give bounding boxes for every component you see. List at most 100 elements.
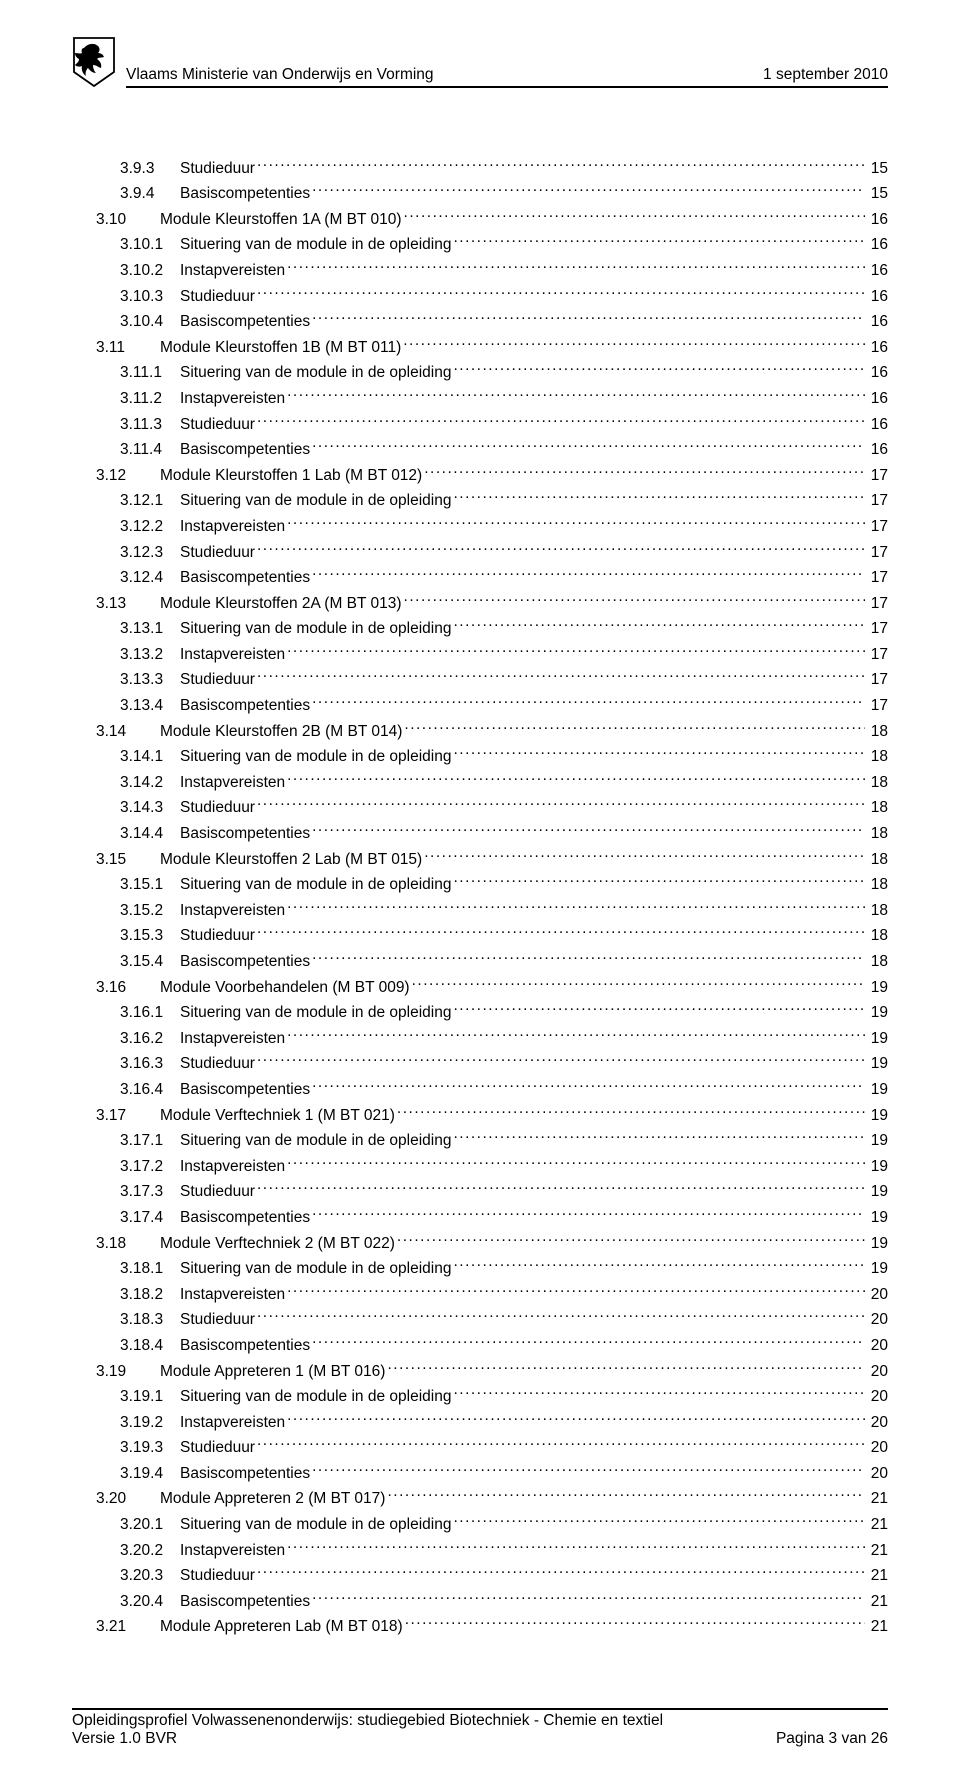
footer-title: Opleidingsprofiel Volwassenenonderwijs: …: [72, 1712, 888, 1730]
toc-number: 3.11.4: [120, 439, 180, 461]
toc-page-number: 17: [867, 669, 888, 691]
toc-number: 3.20.3: [120, 1565, 180, 1587]
toc-title: Instapvereisten: [180, 1412, 285, 1434]
toc-number: 3.15.2: [120, 900, 180, 922]
toc-entry: 3.11.3Studieduur16: [72, 410, 888, 436]
toc-entry: 3.19Module Appreteren 1 (M BT 016) 20: [72, 1357, 888, 1383]
toc-entry: 3.15Module Kleurstoffen 2 Lab (M BT 015)…: [72, 845, 888, 871]
footer-row-2: Versie 1.0 BVR Pagina 3 van 26: [72, 1730, 888, 1748]
toc-title: Situering van de module in de opleiding: [180, 234, 451, 256]
toc-page-number: 18: [867, 951, 888, 973]
toc-leader-dots: [287, 1024, 865, 1043]
toc-title: Basiscompetenties: [180, 1335, 310, 1357]
toc-page-number: 19: [867, 1233, 888, 1255]
toc-title: Module Appreteren 1 (M BT 016): [160, 1361, 385, 1383]
toc-entry: 3.20.1Situering van de module in de ople…: [72, 1510, 888, 1536]
toc-page-number: 20: [867, 1463, 888, 1485]
toc-page-number: 16: [867, 234, 888, 256]
toc-title: Studieduur: [180, 158, 255, 180]
toc-number: 3.20.2: [120, 1540, 180, 1562]
toc-entry: 3.11.4Basiscompetenties16: [72, 436, 888, 462]
toc-page-number: 17: [867, 618, 888, 640]
toc-entry: 3.18.1Situering van de module in de ople…: [72, 1255, 888, 1281]
toc-title: Basiscompetenties: [180, 823, 310, 845]
toc-entry: 3.18.4Basiscompetenties20: [72, 1331, 888, 1357]
toc-entry: 3.17.4Basiscompetenties19: [72, 1203, 888, 1229]
toc-entry: 3.19.3Studieduur20: [72, 1434, 888, 1460]
toc-number: 3.13.2: [120, 644, 180, 666]
toc-page-number: 20: [867, 1361, 888, 1383]
toc-page-number: 16: [867, 362, 888, 384]
toc-leader-dots: [287, 1408, 865, 1427]
toc-number: 3.20: [96, 1488, 160, 1510]
toc-leader-dots: [257, 794, 865, 813]
toc-page-number: 16: [867, 260, 888, 282]
toc-leader-dots: [287, 1152, 865, 1171]
toc-leader-dots: [403, 333, 865, 352]
toc-entry: 3.12.1Situering van de module in de ople…: [72, 487, 888, 513]
toc-number: 3.18.4: [120, 1335, 180, 1357]
toc-page-number: 19: [867, 1079, 888, 1101]
toc-number: 3.16.4: [120, 1079, 180, 1101]
toc-leader-dots: [287, 384, 865, 403]
toc-number: 3.16.3: [120, 1053, 180, 1075]
page-footer: Opleidingsprofiel Volwassenenonderwijs: …: [72, 1708, 888, 1748]
toc-entry: 3.9.4Basiscompetenties15: [72, 180, 888, 206]
toc-entry: 3.21Module Appreteren Lab (M BT 018)21: [72, 1613, 888, 1639]
toc-entry: 3.10.4Basiscompetenties16: [72, 308, 888, 334]
toc-leader-dots: [287, 512, 865, 531]
toc-page-number: 19: [867, 1258, 888, 1280]
toc-number: 3.19: [96, 1361, 160, 1383]
toc-title: Module Kleurstoffen 1A (M BT 010): [160, 209, 402, 231]
toc-number: 3.20.4: [120, 1591, 180, 1613]
toc-entry: 3.16.3Studieduur19: [72, 1050, 888, 1076]
toc-number: 3.10.3: [120, 286, 180, 308]
toc-number: 3.15.3: [120, 925, 180, 947]
toc-leader-dots: [453, 999, 864, 1018]
toc-title: Module Kleurstoffen 2A (M BT 013): [160, 593, 402, 615]
toc-title: Module Kleurstoffen 1B (M BT 011): [160, 337, 401, 359]
toc-title: Situering van de module in de opleiding: [180, 1002, 451, 1024]
toc-number: 3.12.4: [120, 567, 180, 589]
toc-leader-dots: [287, 1280, 865, 1299]
toc-page-number: 16: [867, 209, 888, 231]
toc-page-number: 21: [867, 1540, 888, 1562]
toc-page-number: 17: [867, 465, 888, 487]
toc-entry: 3.16.1Situering van de module in de ople…: [72, 999, 888, 1025]
toc-title: Studieduur: [180, 1565, 255, 1587]
toc-title: Situering van de module in de opleiding: [180, 618, 451, 640]
toc-leader-dots: [312, 308, 865, 327]
toc-entry: 3.19.1Situering van de module in de ople…: [72, 1383, 888, 1409]
toc-leader-dots: [404, 205, 865, 224]
toc-leader-dots: [453, 1255, 864, 1274]
toc-entry: 3.14.3Studieduur18: [72, 794, 888, 820]
toc-entry: 3.15.4Basiscompetenties18: [72, 947, 888, 973]
toc-entry: 3.16Module Voorbehandelen (M BT 009)19: [72, 973, 888, 999]
toc-title: Instapvereisten: [180, 1540, 285, 1562]
toc-leader-dots: [312, 1203, 865, 1222]
toc-entry: 3.14Module Kleurstoffen 2B (M BT 014)18: [72, 717, 888, 743]
toc-leader-dots: [287, 256, 865, 275]
toc-number: 3.18: [96, 1233, 160, 1255]
toc-title: Instapvereisten: [180, 1284, 285, 1306]
toc-leader-dots: [287, 640, 865, 659]
toc-title: Module Appreteren 2 (M BT 017): [160, 1488, 385, 1510]
toc-leader-dots: [257, 538, 865, 557]
toc-page-number: 18: [867, 772, 888, 794]
toc-leader-dots: [424, 461, 865, 480]
toc-page-number: 16: [867, 439, 888, 461]
toc-entry: 3.13.4Basiscompetenties17: [72, 691, 888, 717]
toc-leader-dots: [397, 1229, 865, 1248]
toc-title: Studieduur: [180, 797, 255, 819]
toc-title: Situering van de module in de opleiding: [180, 1386, 451, 1408]
toc-page-number: 17: [867, 695, 888, 717]
toc-number: 3.12.3: [120, 542, 180, 564]
toc-page-number: 21: [867, 1488, 888, 1510]
toc-number: 3.17.1: [120, 1130, 180, 1152]
toc-entry: 3.18.2Instapvereisten20: [72, 1280, 888, 1306]
toc-page-number: 19: [867, 1207, 888, 1229]
toc-leader-dots: [312, 1331, 865, 1350]
toc-leader-dots: [312, 691, 865, 710]
toc-title: Instapvereisten: [180, 260, 285, 282]
toc-entry: 3.9.3Studieduur15: [72, 154, 888, 180]
